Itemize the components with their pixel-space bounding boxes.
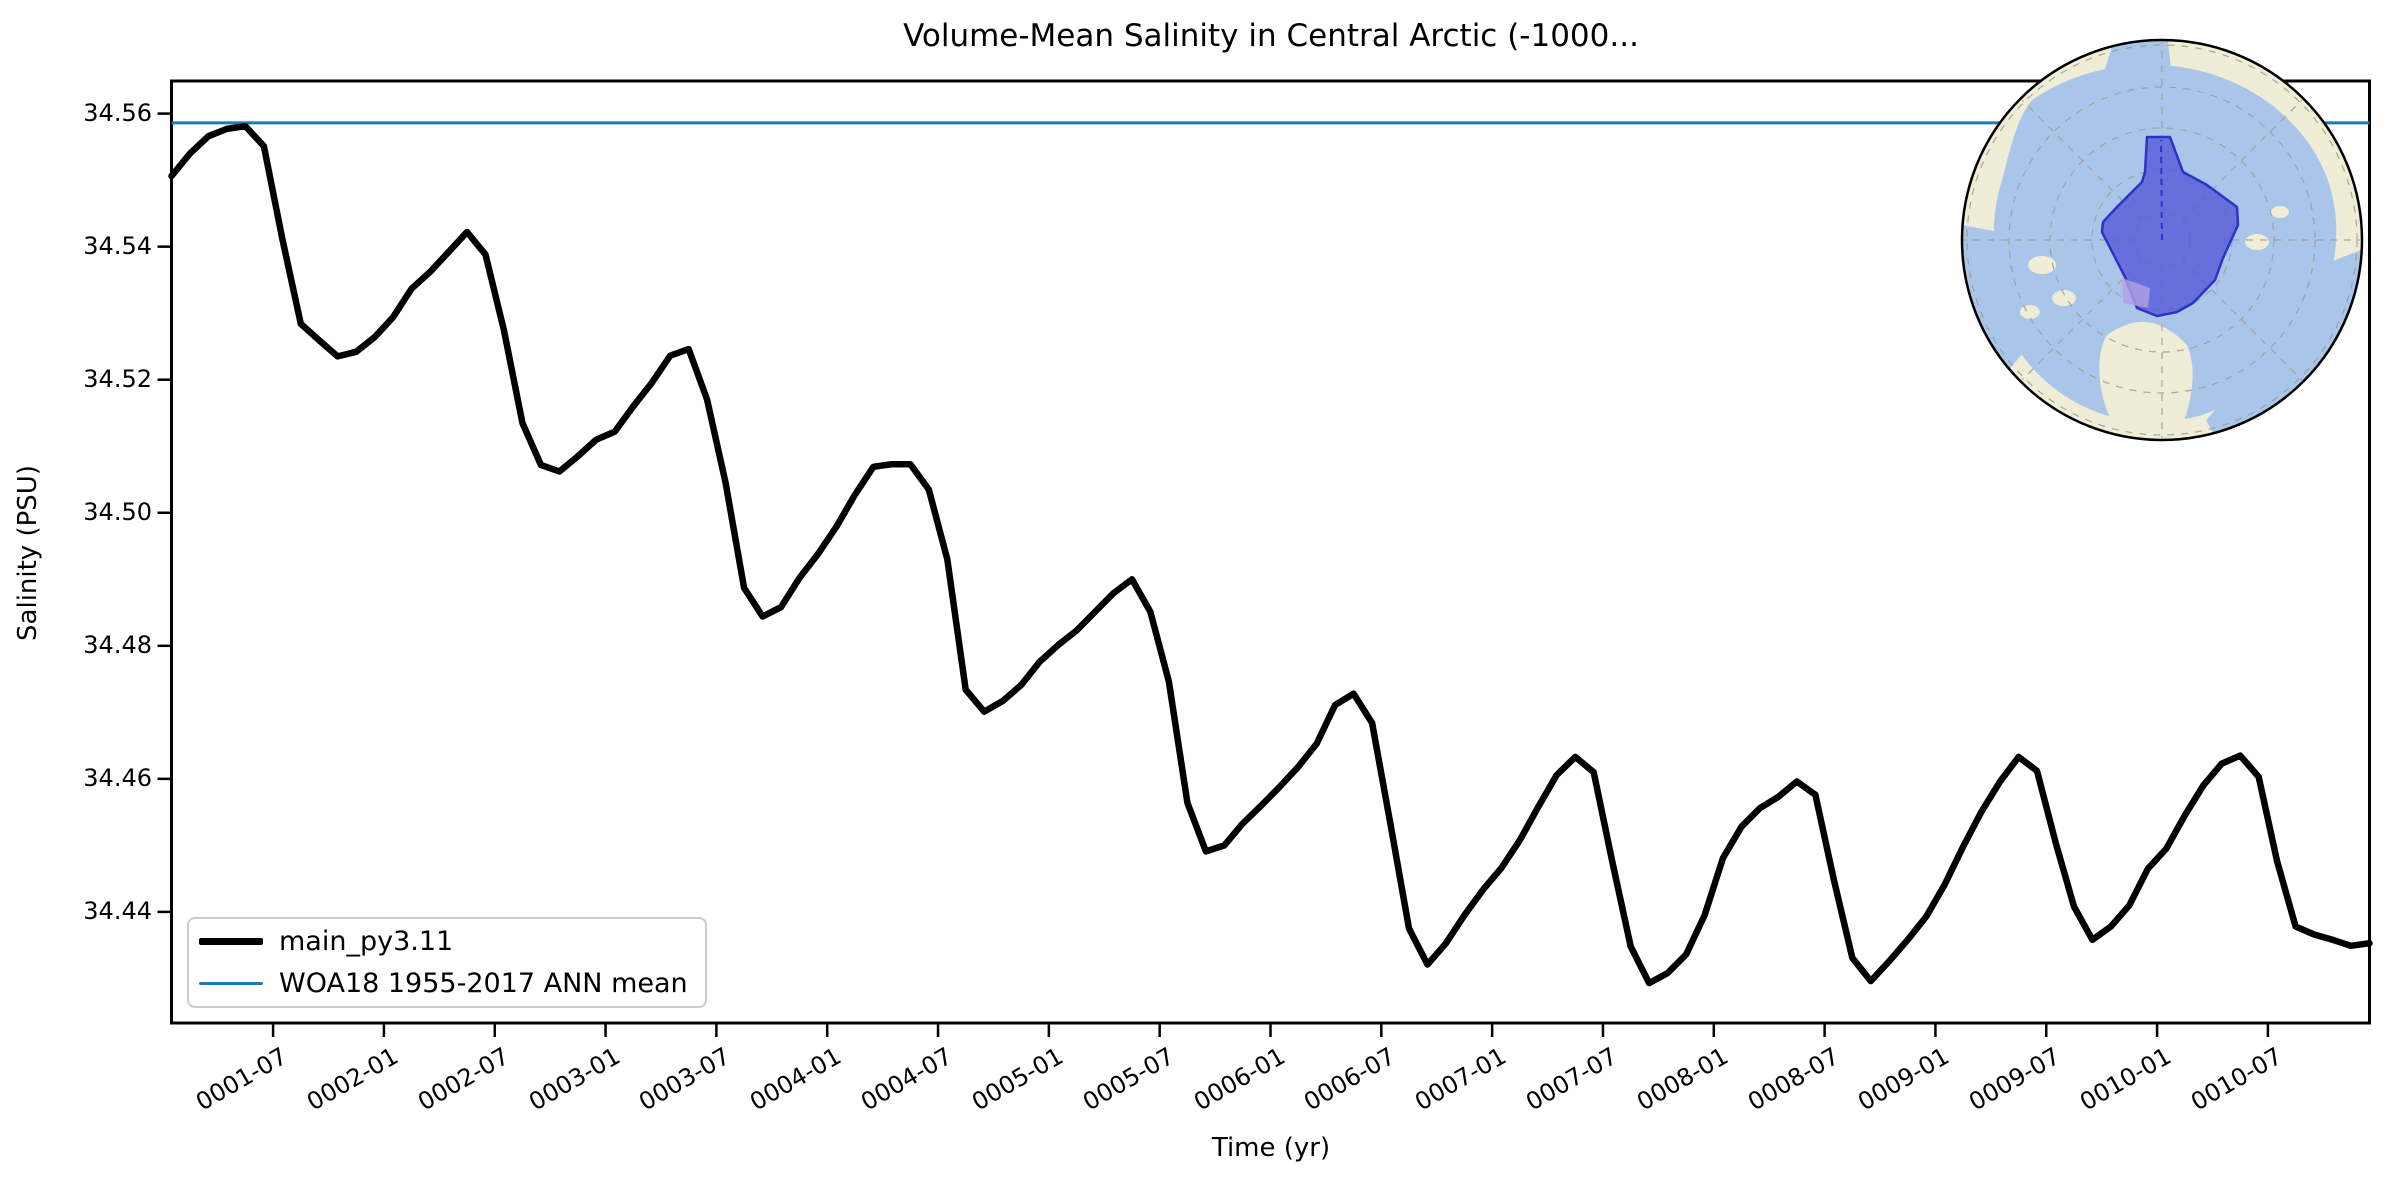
map-island	[2020, 305, 2040, 319]
legend-label-woa-mean: WOA18 1955-2017 ANN mean	[279, 968, 688, 1000]
map-island	[2028, 256, 2056, 274]
y-axis-label: Salinity (PSU)	[13, 465, 43, 641]
y-tick-label: 34.44	[83, 896, 152, 925]
x-axis-label: Time (yr)	[1211, 1133, 1331, 1163]
map-graticule-circle	[1966, 44, 2358, 436]
map-pole-meridian	[2160, 139, 2163, 241]
chart-title: Volume-Mean Salinity in Central Arctic (…	[903, 18, 1639, 54]
map-greenland	[2099, 321, 2193, 439]
map-island	[2245, 234, 2269, 250]
y-tick-label: 34.50	[83, 497, 152, 526]
map-outline	[1960, 38, 2364, 442]
legend-row-woa-mean: WOA18 1955-2017 ANN mean	[199, 968, 695, 1001]
y-tick-label: 34.46	[83, 763, 152, 792]
reference-line-sample	[199, 982, 263, 986]
map-subregion	[2122, 278, 2150, 308]
y-tick-label: 34.54	[83, 231, 152, 260]
legend: main_py3.11 WOA18 1955-2017 ANN mean	[187, 917, 707, 1008]
map-ocean-bering	[2104, 40, 2172, 112]
map-graticule-circle	[2008, 86, 2316, 394]
map-ocean-nordic	[2206, 250, 2362, 440]
map-island	[2052, 290, 2076, 306]
y-tick-label: 34.52	[83, 364, 152, 393]
map-region-central-arctic	[2100, 135, 2240, 318]
series-line	[168, 122, 2373, 987]
y-tick-label: 34.56	[83, 98, 152, 127]
legend-row-main-series: main_py3.11	[199, 925, 695, 958]
map-island	[2271, 206, 2289, 218]
y-tick-label: 34.48	[83, 630, 152, 659]
legend-label-main-series: main_py3.11	[279, 925, 454, 957]
inset-map	[1960, 38, 2364, 442]
series-line-sample	[199, 937, 263, 945]
